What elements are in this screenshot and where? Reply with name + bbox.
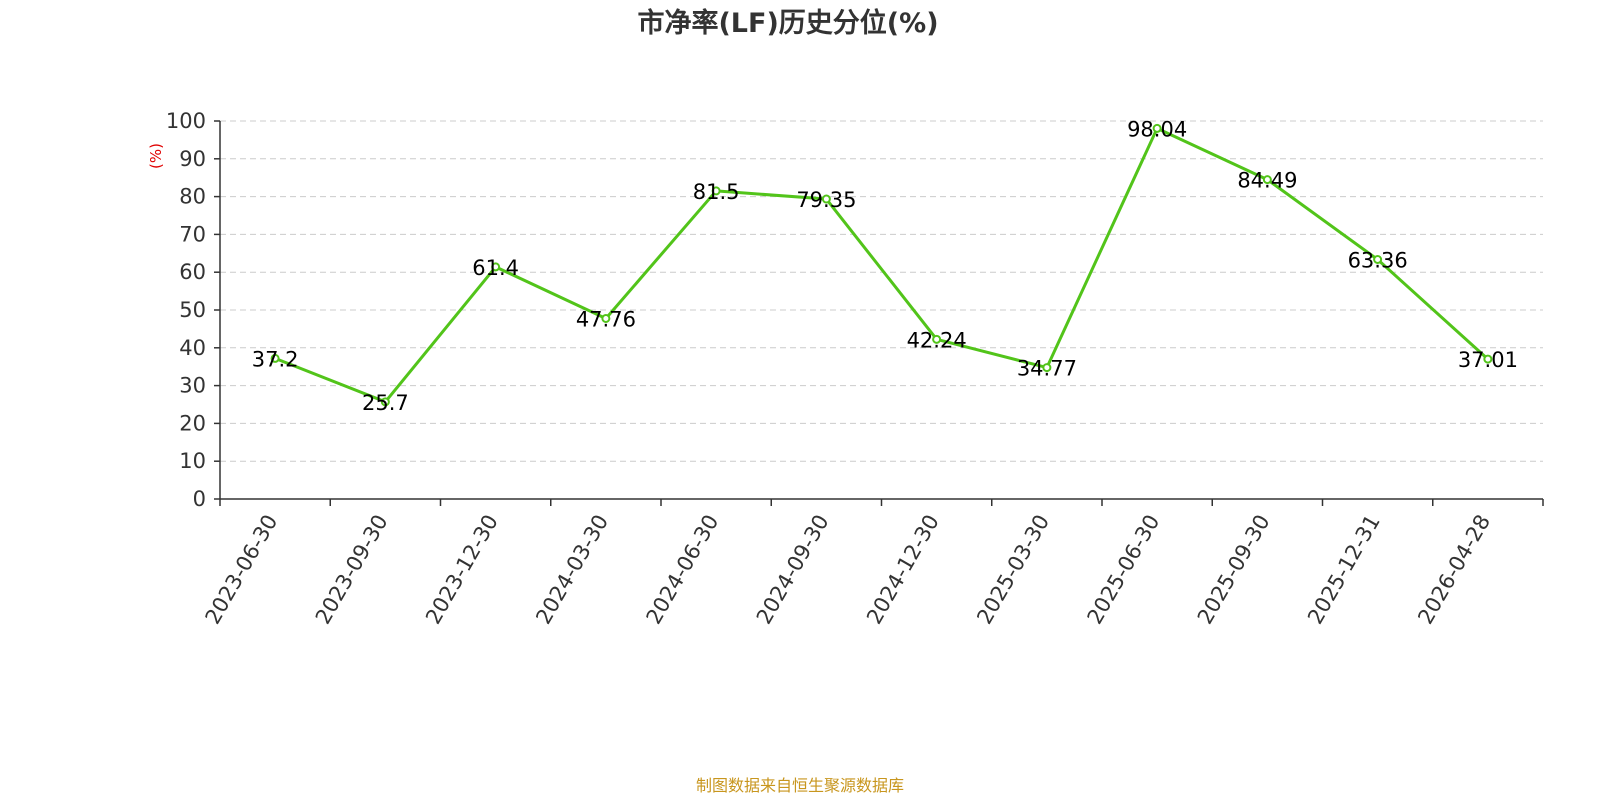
data-point [821,194,831,204]
x-tick-label: 2024-09-30 [752,511,834,629]
chart-title: 市净率(LF)历史分位(%) [637,7,938,39]
data-label: 61.4 [472,256,519,280]
source-note: 制图数据来自恒生聚源数据库 [696,776,904,795]
x-tick-label: 2025-06-30 [1083,511,1165,629]
y-tick-labels: 0 10 20 30 40 50 60 70 80 90 100 [166,109,206,511]
y-tick-label: 90 [179,147,206,171]
series-line-path [274,126,1489,404]
y-tick-label: 40 [179,336,206,360]
data-label: 63.36 [1348,248,1408,272]
y-tick-label: 0 [193,487,206,511]
x-tick-label: 2023-06-30 [201,511,283,629]
data-point [1262,175,1272,185]
data-label: 84.49 [1237,169,1297,193]
x-tick-label: 2024-12-30 [862,511,944,629]
data-point [711,186,721,196]
x-tick-label: 2025-03-30 [972,511,1054,629]
y-tick-label: 60 [179,260,206,284]
data-label: 34.77 [1017,357,1077,381]
series-line [274,126,1489,404]
data-label: 47.76 [576,307,636,331]
y-tick-label: 30 [179,374,206,398]
y-tick-label: 80 [179,185,206,209]
data-points [270,123,1493,407]
y-tick-label: 10 [179,449,206,473]
data-label: 42.24 [907,328,967,352]
x-tick-label: 2024-03-30 [531,511,613,629]
data-point [270,353,280,363]
data-label: 81.5 [693,180,740,204]
x-tick-label: 2025-09-30 [1193,511,1275,629]
data-point [1042,363,1052,373]
data-point [932,334,942,344]
data-labels: 37.2 25.7 61.4 47.76 81.5 79.35 42.24 34.77 98.0… [252,117,1518,414]
x-tick-label: 2026-04-28 [1413,511,1495,629]
x-tick-label: 2025-12-31 [1303,511,1385,629]
data-label: 37.01 [1458,348,1518,372]
y-tick-label: 20 [179,411,206,435]
x-tick-labels: 2023-06-30 2023-09-30 2023-12-30 2024-03-30… [201,511,1496,629]
x-tick-label: 2023-12-30 [421,511,503,629]
y-tick-label: 100 [166,109,206,133]
data-label: 79.35 [796,188,856,212]
data-point [1483,354,1493,364]
data-label: 25.7 [362,391,409,415]
data-point [1373,254,1383,264]
grid-lines [220,120,1543,462]
data-label: 98.04 [1127,117,1187,141]
y-tick-label: 50 [179,298,206,322]
y-axis-label: (%) [147,143,165,169]
data-point [601,313,611,323]
axes [214,120,1544,506]
x-tick-label: 2023-09-30 [311,511,393,629]
data-point [491,262,501,272]
y-tick-label: 70 [179,222,206,246]
data-point [380,397,390,407]
data-point [1152,123,1162,133]
x-tick-label: 2024-06-30 [642,511,724,629]
data-label: 37.2 [252,347,299,371]
